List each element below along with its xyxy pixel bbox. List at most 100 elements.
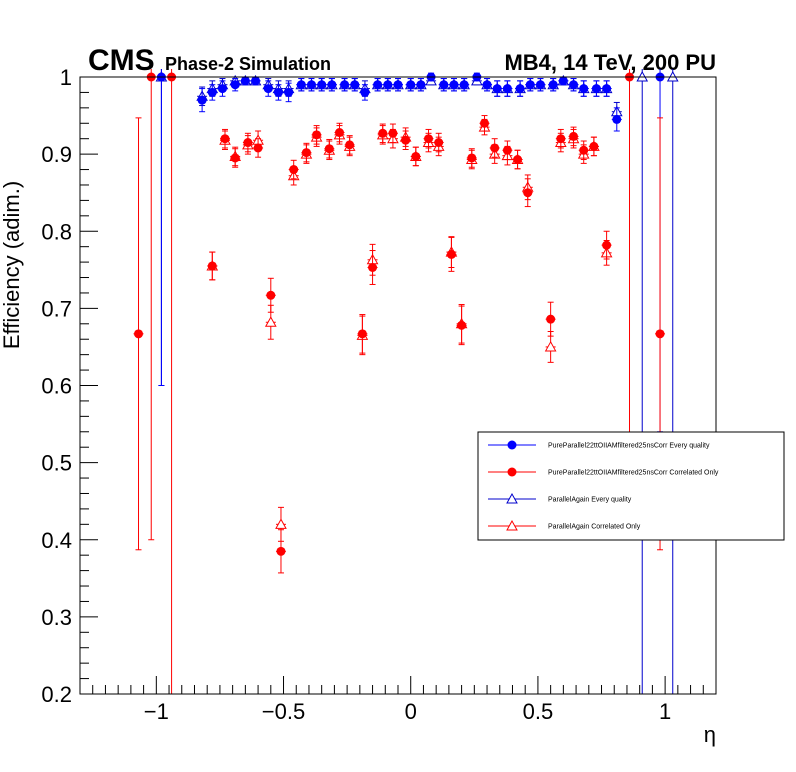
data-point [457, 320, 467, 330]
data-point [373, 80, 383, 90]
y-tick-label: 0.8 [41, 219, 72, 244]
data-point [230, 80, 240, 90]
data-point [544, 340, 557, 352]
cms-label: CMS [88, 44, 155, 77]
data-point [197, 95, 207, 105]
phase2-label: Phase-2 Simulation [165, 54, 331, 74]
data-point [439, 80, 449, 90]
y-tick-label: 0.5 [41, 451, 72, 476]
data-point [357, 329, 367, 339]
data-point [602, 84, 612, 94]
data-point [327, 80, 337, 90]
data-point [289, 165, 299, 175]
data-point [368, 262, 378, 272]
x-tick-label: −0.5 [262, 699, 305, 724]
data-point [263, 84, 273, 94]
x-tick-label: 0 [405, 699, 417, 724]
data-point [515, 84, 525, 94]
data-point [513, 155, 523, 165]
legend-label: ParallelAgain Every quality [548, 497, 632, 504]
data-point [482, 80, 492, 90]
data-point [230, 153, 240, 163]
data-point [276, 546, 286, 556]
data-point [535, 80, 545, 90]
series-1 [133, 69, 666, 694]
x-tick-label: 1 [659, 699, 671, 724]
data-point [569, 131, 579, 141]
y-tick-label: 0.3 [41, 605, 72, 630]
x-tick-label: 0.5 [523, 699, 554, 724]
data-point [548, 80, 558, 90]
legend-box [477, 431, 785, 541]
data-point [525, 80, 535, 90]
data-point [591, 84, 601, 94]
legend-marker [507, 467, 517, 477]
data-point [284, 87, 294, 97]
run-conditions-label: MB4, 14 TeV, 200 PU [504, 50, 716, 75]
data-point [240, 76, 250, 86]
data-point [502, 145, 512, 155]
y-tick-label: 0.2 [41, 682, 72, 707]
data-point [655, 329, 665, 339]
x-tick-label: −1 [144, 699, 169, 724]
data-point [546, 314, 556, 324]
series-2 [155, 69, 679, 694]
y-tick-label: 0.6 [41, 374, 72, 399]
legend-label: ParallelAgain Correlated Only [548, 524, 641, 531]
data-point [612, 114, 622, 124]
legend-marker [506, 519, 518, 531]
data-point [434, 138, 444, 148]
data-point [459, 80, 469, 90]
legend: PureParallel22ttOIIAMfiltered25nsCorr Ev… [477, 431, 785, 541]
axes-layer: 0.2 0.3 0.4 0.5 0.6 0.7 0.8 0.9 1 −1 −0.5 0 0.5 1 [41, 65, 717, 724]
data-point [340, 80, 350, 90]
data-point [324, 144, 334, 154]
data-point [416, 80, 426, 90]
data-point [602, 240, 612, 250]
series-layer [133, 69, 679, 694]
plot-frame [79, 76, 717, 695]
data-point [579, 84, 589, 94]
legend-marker [506, 492, 518, 504]
data-point [383, 80, 393, 90]
legend-marker [507, 440, 517, 450]
data-point [334, 128, 344, 138]
data-point [401, 135, 411, 145]
data-point [393, 80, 403, 90]
data-point [253, 143, 263, 153]
data-point [345, 140, 355, 150]
data-point [264, 316, 277, 327]
data-point [523, 188, 533, 198]
y-tick-label: 0.7 [41, 296, 72, 321]
data-point [502, 84, 512, 94]
data-point [307, 80, 317, 90]
data-point [243, 138, 253, 148]
data-point [492, 84, 502, 94]
data-point [296, 80, 306, 90]
data-point [467, 153, 477, 163]
data-point [411, 151, 421, 161]
data-point [388, 128, 398, 138]
data-point [479, 118, 489, 128]
data-point [220, 134, 230, 144]
data-point [217, 84, 227, 94]
data-point [449, 80, 459, 90]
data-point [406, 80, 416, 90]
data-point [317, 80, 327, 90]
x-axis-title: η [704, 722, 716, 747]
data-point [275, 518, 287, 529]
data-point [207, 87, 217, 97]
y-tick-label: 0.9 [41, 142, 72, 167]
data-point [558, 76, 568, 86]
data-point [424, 134, 434, 144]
y-tick-label: 1 [60, 65, 72, 90]
legend-entry: ParallelAgain Correlated Only [488, 519, 641, 531]
legend-label: PureParallel22ttOIIAMfiltered25nsCorr Ev… [548, 443, 710, 450]
data-point [378, 128, 388, 138]
y-tick-label: 0.4 [41, 528, 72, 553]
data-point [490, 143, 500, 153]
legend-entry: ParallelAgain Every quality [488, 492, 632, 504]
data-point [556, 134, 566, 144]
legend-label: PureParallel22ttOIIAMfiltered25nsCorr Co… [548, 470, 719, 477]
